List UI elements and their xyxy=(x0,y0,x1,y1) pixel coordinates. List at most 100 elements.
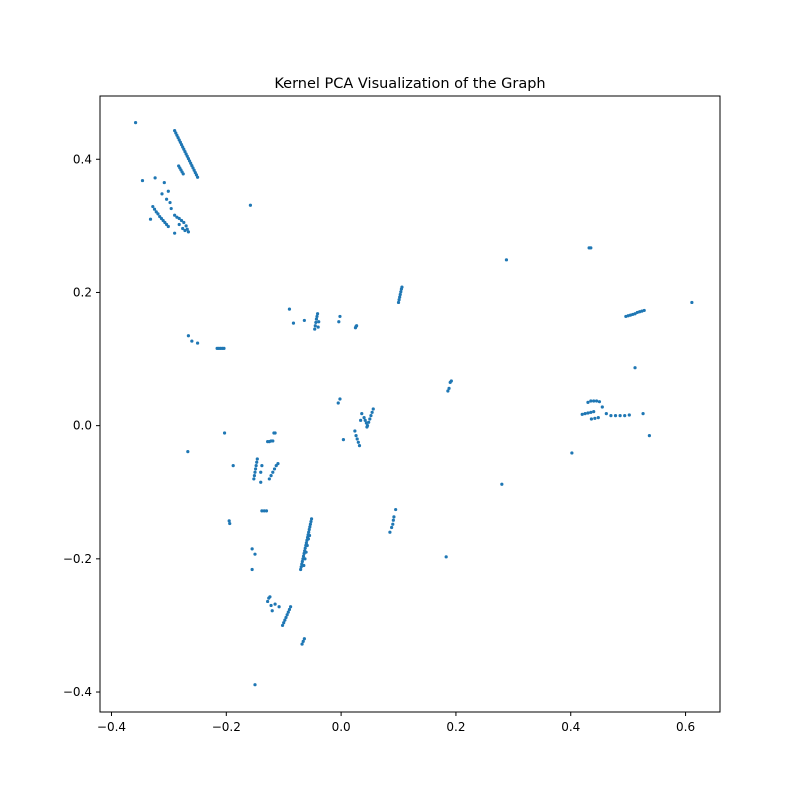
data-point xyxy=(360,412,364,416)
data-point xyxy=(355,324,359,328)
data-point xyxy=(284,615,288,620)
data-point xyxy=(186,334,191,338)
data-point xyxy=(177,222,181,227)
data-point xyxy=(592,399,596,403)
data-point xyxy=(647,434,651,438)
data-point xyxy=(341,438,346,442)
data-point xyxy=(307,530,311,534)
data-point xyxy=(586,411,590,415)
data-point xyxy=(156,212,160,216)
data-point xyxy=(299,567,303,572)
data-point xyxy=(266,599,270,604)
data-point xyxy=(250,567,254,572)
data-point xyxy=(444,555,448,559)
data-point xyxy=(195,175,200,179)
data-point xyxy=(280,623,285,628)
data-point xyxy=(388,530,392,534)
y-tick-label: −0.4 xyxy=(63,685,92,699)
data-point xyxy=(398,295,402,299)
y-tick-label: 0.0 xyxy=(73,419,92,433)
data-point xyxy=(307,527,311,532)
x-tick-label: 0.0 xyxy=(332,720,351,734)
data-point xyxy=(153,176,157,180)
data-point xyxy=(152,207,157,211)
y-tick-label: −0.2 xyxy=(63,552,92,566)
data-point xyxy=(371,407,375,411)
data-point xyxy=(276,462,280,466)
data-point xyxy=(177,216,181,221)
data-point xyxy=(248,203,253,207)
data-point xyxy=(291,321,296,325)
data-point xyxy=(363,418,367,422)
data-point xyxy=(273,602,277,606)
data-point xyxy=(357,444,362,448)
x-axis: −0.4 −0.2 0.0 0.2 0.4 0.6 xyxy=(97,712,695,734)
data-point xyxy=(317,320,321,324)
data-point xyxy=(183,228,187,233)
data-point xyxy=(299,565,303,569)
data-point xyxy=(286,610,290,614)
y-tick-label: 0.2 xyxy=(73,285,92,299)
data-point xyxy=(600,405,604,409)
data-point xyxy=(277,605,281,609)
data-point xyxy=(268,595,272,599)
data-point xyxy=(269,473,273,478)
data-point xyxy=(271,439,275,443)
data-point xyxy=(269,603,273,608)
data-point xyxy=(589,399,593,403)
data-point xyxy=(169,206,173,211)
data-point xyxy=(315,312,320,316)
data-point xyxy=(304,541,308,545)
data-point xyxy=(308,525,312,529)
data-point xyxy=(151,204,155,209)
data-point xyxy=(227,519,231,523)
data-point xyxy=(613,414,618,418)
data-point xyxy=(369,414,373,418)
data-point xyxy=(365,425,369,429)
data-point xyxy=(589,246,593,250)
data-point xyxy=(396,300,401,305)
data-point xyxy=(623,414,627,418)
data-point xyxy=(164,197,169,201)
data-point xyxy=(449,379,453,383)
data-point xyxy=(391,522,395,526)
data-point xyxy=(190,339,194,343)
data-point xyxy=(397,298,401,302)
data-point xyxy=(596,416,600,420)
data-point xyxy=(303,557,307,561)
data-point xyxy=(283,618,287,622)
data-point xyxy=(370,410,374,414)
data-point xyxy=(168,200,172,205)
data-point xyxy=(267,477,271,481)
data-point xyxy=(195,341,200,345)
x-tick-label: 0.4 xyxy=(561,720,580,734)
data-point xyxy=(305,543,309,548)
data-point xyxy=(254,464,258,468)
data-point xyxy=(250,547,254,551)
data-point xyxy=(173,213,177,217)
data-point xyxy=(368,417,372,421)
data-point xyxy=(313,327,317,331)
data-point xyxy=(500,482,504,486)
data-point xyxy=(262,509,266,513)
data-point xyxy=(288,605,293,609)
data-point xyxy=(316,325,320,329)
data-point xyxy=(228,521,232,526)
y-axis: −0.4 −0.2 0.0 0.2 0.4 xyxy=(63,152,100,699)
data-point xyxy=(273,431,277,435)
data-point xyxy=(260,509,264,513)
data-point xyxy=(160,192,164,196)
data-point xyxy=(287,307,292,311)
data-point xyxy=(609,414,613,418)
data-point xyxy=(259,470,263,474)
data-point xyxy=(222,431,227,435)
data-point xyxy=(253,470,257,474)
data-point xyxy=(302,637,306,641)
data-point xyxy=(148,217,153,221)
data-point xyxy=(338,314,342,319)
data-point xyxy=(184,224,188,228)
data-point xyxy=(447,386,451,390)
x-tick-label: 0.6 xyxy=(676,720,695,734)
